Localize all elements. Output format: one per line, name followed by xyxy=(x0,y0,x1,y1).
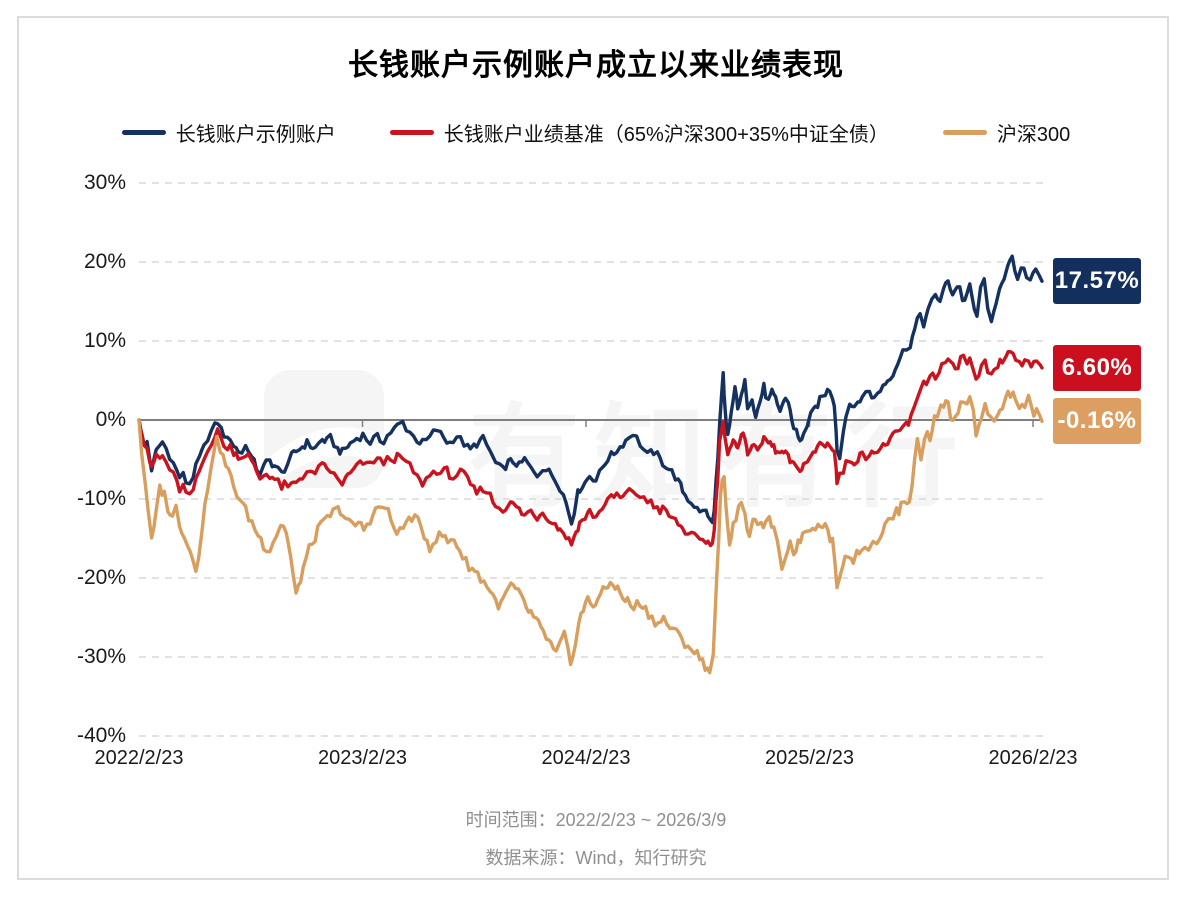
y-axis-label: 20% xyxy=(83,250,126,273)
legend-label-account: 长钱账户示例账户 xyxy=(175,124,336,146)
y-axis-label: 0% xyxy=(95,408,126,431)
legend-item-account: 长钱账户示例账户 xyxy=(121,118,336,147)
footer-data-source: 数据来源：Wind，知行研究 xyxy=(485,848,707,868)
chart-legend: 长钱账户示例账户 长钱账户业绩基准（65%沪深300+35%中证全债） 沪深30… xyxy=(30,118,1162,147)
x-axis-label: 2022/2/23 xyxy=(94,747,184,769)
x-axis-label: 2025/2/23 xyxy=(765,747,854,769)
y-axis-label: 30% xyxy=(83,171,126,194)
legend-label-benchmark: 长钱账户业绩基准（65%沪深300+35%中证全债） xyxy=(443,124,889,146)
y-axis-label: -40% xyxy=(76,724,126,747)
legend-label-csi300: 沪深300 xyxy=(996,124,1071,146)
final-value-badge-account: 17.57% xyxy=(1053,258,1141,305)
legend-line-swatch-red xyxy=(389,130,434,135)
footer-time-range: 时间范围：2022/2/23 ~ 2026/3/9 xyxy=(465,810,727,830)
y-axis-label: -30% xyxy=(76,645,126,668)
y-axis-label: -20% xyxy=(76,566,126,589)
final-value-badge-csi300: -0.16% xyxy=(1053,398,1141,445)
final-value-badge-benchmark: 6.60% xyxy=(1053,344,1141,391)
legend-item-csi300: 沪深300 xyxy=(942,118,1071,147)
legend-line-swatch-tan xyxy=(942,130,987,135)
x-axis-label: 2026/2/23 xyxy=(988,747,1078,769)
legend-item-benchmark: 长钱账户业绩基准（65%沪深300+35%中证全债） xyxy=(389,118,889,147)
legend-line-swatch-navy xyxy=(121,130,166,135)
y-axis-label: 10% xyxy=(83,329,126,352)
x-axis-label: 2024/2/23 xyxy=(541,747,631,769)
chart-title: 长钱账户示例账户成立以来业绩表现 xyxy=(348,49,844,82)
y-axis-label: -10% xyxy=(76,487,126,510)
x-axis-label: 2023/2/23 xyxy=(318,747,407,769)
